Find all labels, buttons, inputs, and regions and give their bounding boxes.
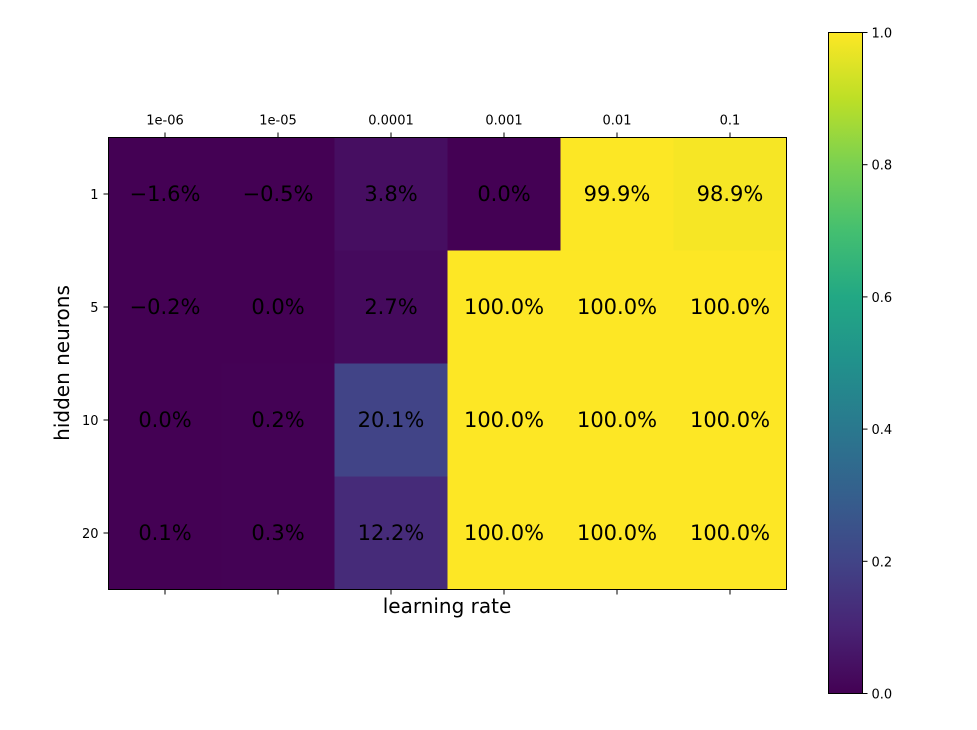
heatmap-cell — [673, 476, 787, 590]
x-tick-label: 1e-06 — [146, 114, 184, 129]
x-axis-title: learning rate — [383, 594, 512, 618]
heatmap-cell — [221, 250, 335, 364]
cell-value-label: 100.0% — [464, 408, 544, 432]
plot-frame — [108, 137, 787, 590]
x-tick-label: 1e-05 — [259, 114, 297, 129]
y-tick-label: 20 — [82, 527, 99, 542]
y-tick-label: 5 — [90, 301, 98, 316]
heatmap-cell — [108, 476, 222, 590]
heatmap-cell — [673, 250, 787, 364]
heatmap-cell — [447, 250, 561, 364]
cell-value-label: 99.9% — [584, 182, 651, 206]
cell-value-label: 0.3% — [251, 521, 304, 545]
y-tick-label: 10 — [82, 414, 99, 429]
heatmap-cell — [334, 363, 448, 477]
cell-value-label: 100.0% — [577, 295, 657, 319]
colorbar-ticks: 0.0 0.2 0.4 0.6 0.8 1.0 — [862, 27, 893, 703]
colorbar-tick-label: 1.0 — [872, 27, 893, 42]
heatmap-cell — [334, 476, 448, 590]
heatmap-cells — [108, 137, 787, 590]
cell-value-label: 0.0% — [477, 182, 530, 206]
heatmap-cell-labels: −1.6% −0.5% 3.8% 0.0% 99.9% 98.9% −0.2% 0.0% 2.7… — [130, 182, 771, 545]
colorbar-tick-label: 0.2 — [872, 555, 893, 570]
colorbar — [828, 32, 863, 694]
cell-value-label: 100.0% — [690, 521, 770, 545]
cell-value-label: 100.0% — [690, 295, 770, 319]
cell-value-label: 100.0% — [690, 408, 770, 432]
heatmap-cell — [108, 363, 222, 477]
y-tick-label: 1 — [90, 188, 98, 203]
heatmap-cell — [673, 137, 787, 251]
colorbar-tick-label: 0.8 — [872, 159, 893, 174]
colorbar-tick-label: 0.6 — [872, 291, 893, 306]
cell-value-label: 100.0% — [577, 408, 657, 432]
heatmap-cell — [108, 137, 222, 251]
y-axis-title: hidden neurons — [50, 285, 74, 441]
x-tick-label: 0.1 — [720, 114, 741, 129]
cell-value-label: 0.2% — [251, 408, 304, 432]
cell-value-label: 0.0% — [251, 295, 304, 319]
colorbar-tick-label: 0.4 — [872, 423, 893, 438]
cell-value-label: −1.6% — [130, 182, 201, 206]
cell-value-label: 0.1% — [138, 521, 191, 545]
cell-value-label: 20.1% — [358, 408, 425, 432]
colorbar-tick-label: 0.0 — [872, 688, 893, 703]
cell-value-label: 2.7% — [364, 295, 417, 319]
cell-value-label: −0.5% — [243, 182, 314, 206]
heatmap-cell — [560, 363, 674, 477]
cell-value-label: 98.9% — [697, 182, 764, 206]
x-tick-label: 0.001 — [485, 114, 522, 129]
x-tick-label: 0.0001 — [368, 114, 414, 129]
heatmap-cell — [560, 476, 674, 590]
cell-value-label: 0.0% — [138, 408, 191, 432]
cell-value-label: 3.8% — [364, 182, 417, 206]
cell-value-label: 100.0% — [577, 521, 657, 545]
heatmap-cell — [221, 476, 335, 590]
y-axis-ticks: 1 5 10 20 — [82, 188, 109, 542]
cell-value-label: −0.2% — [130, 295, 201, 319]
heatmap-cell — [447, 137, 561, 251]
cell-value-label: 12.2% — [358, 521, 425, 545]
heatmap-cell — [447, 363, 561, 477]
x-tick-label: 0.01 — [603, 114, 632, 129]
heatmap-cell — [221, 363, 335, 477]
heatmap-cell — [673, 363, 787, 477]
x-axis-ticks: 1e-06 1e-05 0.0001 0.001 0.01 0.1 — [146, 114, 740, 595]
cell-value-label: 100.0% — [464, 295, 544, 319]
heatmap-cell — [560, 137, 674, 251]
heatmap-cell — [447, 476, 561, 590]
heatmap-cell — [108, 250, 222, 364]
heatmap-cell — [221, 137, 335, 251]
heatmap-cell — [334, 137, 448, 251]
heatmap-cell — [560, 250, 674, 364]
heatmap-cell — [334, 250, 448, 364]
cell-value-label: 100.0% — [464, 521, 544, 545]
